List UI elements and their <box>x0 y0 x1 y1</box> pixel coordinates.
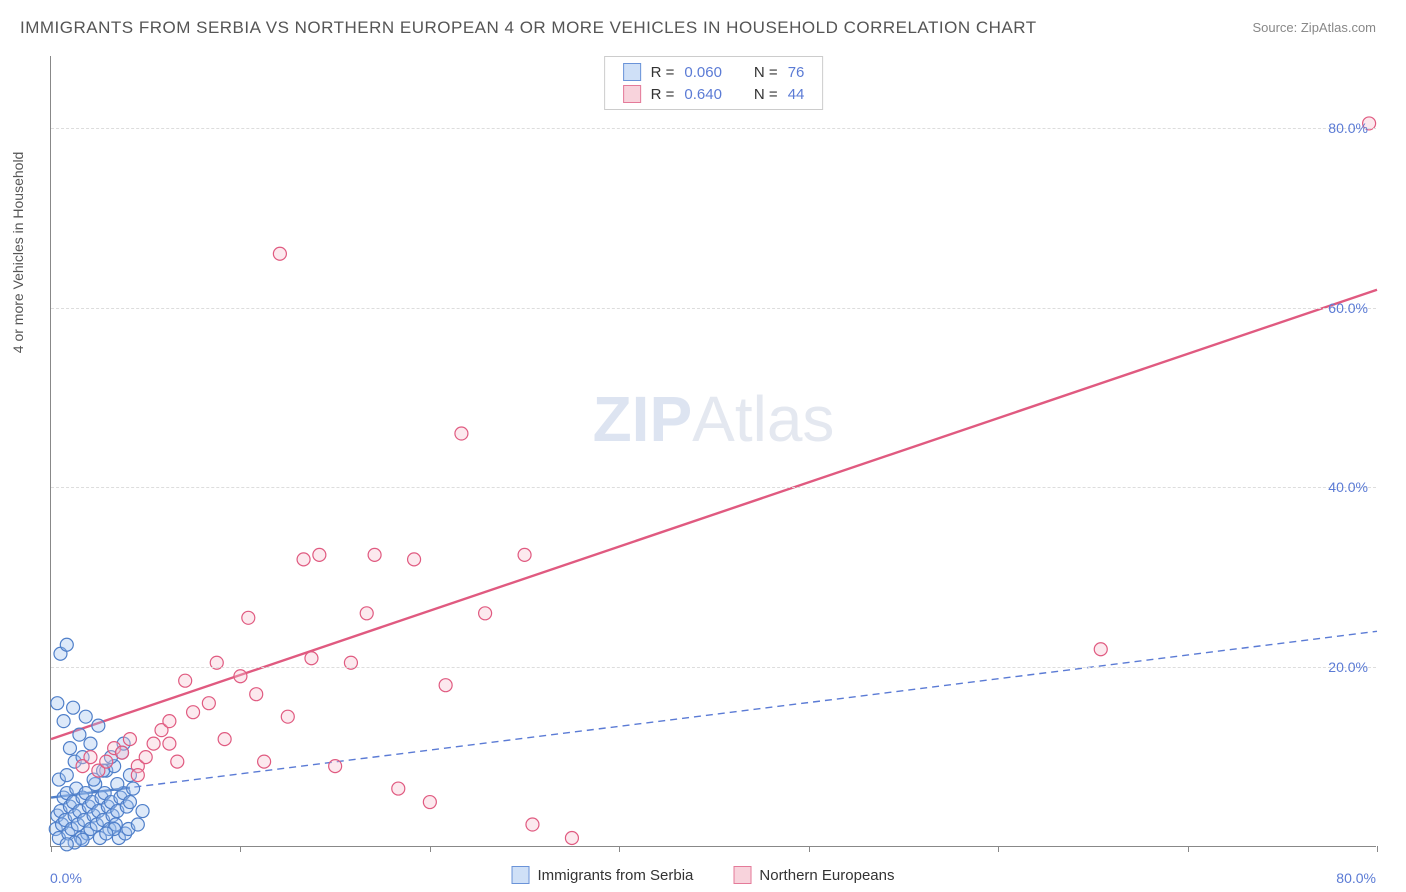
data-point <box>234 670 247 683</box>
data-point <box>116 746 129 759</box>
n-label: N = <box>754 64 778 81</box>
data-point <box>139 751 152 764</box>
legend-item: Immigrants from Serbia <box>512 866 694 884</box>
r-value: 0.640 <box>684 86 722 103</box>
gridline <box>51 667 1376 668</box>
data-point <box>123 796 136 809</box>
data-point <box>565 832 578 845</box>
x-tick <box>240 846 241 852</box>
data-point <box>1094 643 1107 656</box>
r-label: R = <box>651 64 675 81</box>
data-point <box>131 769 144 782</box>
n-label: N = <box>754 86 778 103</box>
r-label: R = <box>651 86 675 103</box>
data-point <box>63 742 76 755</box>
data-point <box>313 548 326 561</box>
data-point <box>163 737 176 750</box>
data-point <box>60 838 73 851</box>
legend-swatch <box>733 866 751 884</box>
x-tick <box>430 846 431 852</box>
y-tick-label: 80.0% <box>1328 120 1368 136</box>
data-point <box>123 733 136 746</box>
data-point <box>281 710 294 723</box>
trendline <box>51 290 1377 739</box>
stats-swatch <box>623 85 641 103</box>
data-point <box>408 553 421 566</box>
data-point <box>202 697 215 710</box>
x-tick <box>1377 846 1378 852</box>
data-point <box>127 782 140 795</box>
data-point <box>439 679 452 692</box>
legend-label: Northern Europeans <box>759 867 894 884</box>
data-point <box>84 737 97 750</box>
y-tick-label: 40.0% <box>1328 479 1368 495</box>
stats-swatch <box>623 63 641 81</box>
data-point <box>455 427 468 440</box>
data-point <box>423 796 436 809</box>
y-tick-label: 60.0% <box>1328 300 1368 316</box>
data-point <box>479 607 492 620</box>
data-point <box>273 247 286 260</box>
y-tick-label: 20.0% <box>1328 659 1368 675</box>
trendline <box>51 631 1377 797</box>
data-point <box>258 755 271 768</box>
data-point <box>526 818 539 831</box>
data-point <box>187 706 200 719</box>
data-point <box>171 755 184 768</box>
data-point <box>179 674 192 687</box>
data-point <box>147 737 160 750</box>
gridline <box>51 128 1376 129</box>
x-tick-label-min: 0.0% <box>50 870 82 886</box>
legend-label: Immigrants from Serbia <box>538 867 694 884</box>
legend-item: Northern Europeans <box>733 866 894 884</box>
data-point <box>100 827 113 840</box>
stats-row: R = 0.640 N = 44 <box>623 83 805 105</box>
data-point <box>73 728 86 741</box>
n-value: 76 <box>788 64 805 81</box>
x-tick <box>619 846 620 852</box>
y-axis-label: 4 or more Vehicles in Household <box>10 152 26 354</box>
data-point <box>111 778 124 791</box>
r-value: 0.060 <box>684 64 722 81</box>
data-point <box>218 733 231 746</box>
data-point <box>79 710 92 723</box>
data-point <box>84 751 97 764</box>
data-point <box>242 611 255 624</box>
gridline <box>51 487 1376 488</box>
plot-area: ZIPAtlas R =0.060N =76R =0.640N =44 20.0… <box>50 56 1376 847</box>
x-tick <box>1188 846 1189 852</box>
gridline <box>51 308 1376 309</box>
data-point <box>250 688 263 701</box>
scatter-svg <box>51 56 1376 846</box>
data-point <box>67 701 80 714</box>
n-value: 44 <box>788 86 805 103</box>
stats-box: R = 0.060 N = 76 R = 0.640 N = 44 <box>604 56 824 110</box>
data-point <box>518 548 531 561</box>
data-point <box>136 805 149 818</box>
legend-swatch <box>512 866 530 884</box>
data-point <box>305 652 318 665</box>
data-point <box>368 548 381 561</box>
data-point <box>329 760 342 773</box>
data-point <box>51 697 64 710</box>
data-point <box>297 553 310 566</box>
data-point <box>392 782 405 795</box>
data-point <box>57 715 70 728</box>
data-point <box>131 818 144 831</box>
source-label: Source: ZipAtlas.com <box>1252 20 1376 35</box>
data-point <box>92 719 105 732</box>
stats-row: R = 0.060 N = 76 <box>623 61 805 83</box>
chart-title: IMMIGRANTS FROM SERBIA VS NORTHERN EUROP… <box>20 18 1037 38</box>
data-point <box>100 755 113 768</box>
data-point <box>60 769 73 782</box>
data-point <box>60 638 73 651</box>
data-point <box>163 715 176 728</box>
x-tick <box>998 846 999 852</box>
x-tick <box>51 846 52 852</box>
x-tick-label-max: 80.0% <box>1336 870 1376 886</box>
x-tick <box>809 846 810 852</box>
bottom-legend: Immigrants from Serbia Northern Europeans <box>512 866 895 884</box>
data-point <box>360 607 373 620</box>
